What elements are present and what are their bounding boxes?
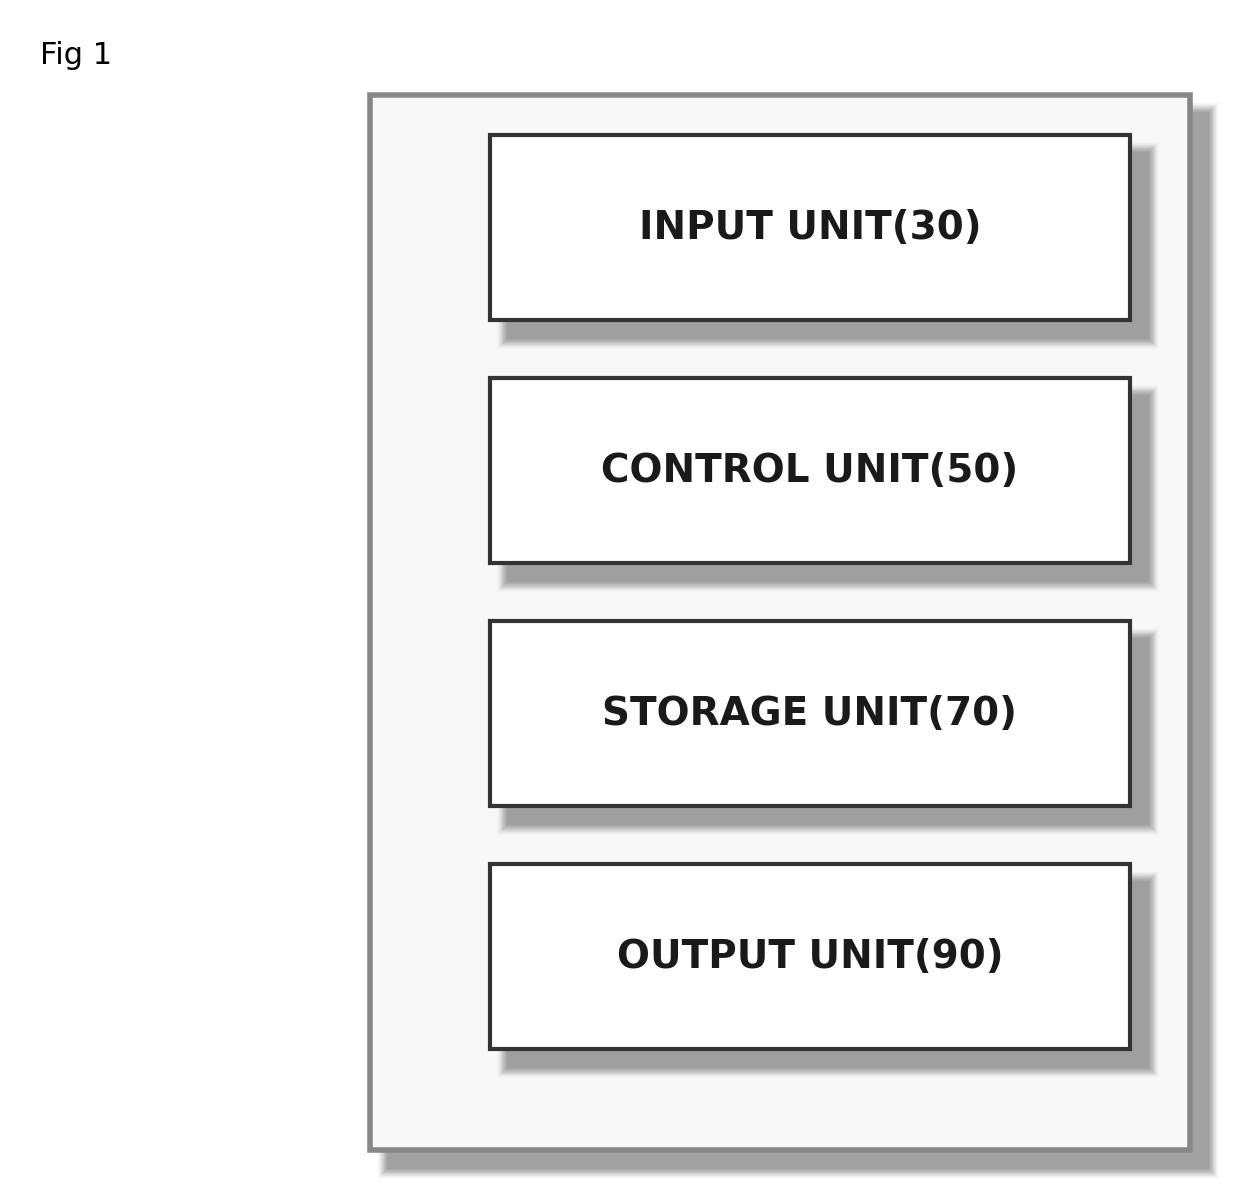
Bar bbox=[503, 392, 1152, 586]
Bar bbox=[381, 106, 1215, 1175]
Bar bbox=[378, 103, 1218, 1178]
Bar bbox=[505, 878, 1152, 1071]
Bar bbox=[490, 135, 1130, 320]
Bar bbox=[382, 108, 1214, 1173]
Bar bbox=[507, 638, 1149, 826]
Bar bbox=[505, 393, 1151, 584]
Bar bbox=[507, 638, 1148, 825]
Bar bbox=[497, 627, 1159, 835]
Bar bbox=[498, 630, 1158, 834]
Bar bbox=[501, 388, 1156, 588]
Bar bbox=[387, 111, 1209, 1170]
Bar bbox=[507, 152, 1149, 339]
Bar bbox=[498, 872, 1158, 1077]
Bar bbox=[496, 870, 1159, 1079]
Bar bbox=[386, 111, 1210, 1170]
Bar bbox=[502, 391, 1153, 587]
Bar bbox=[500, 875, 1156, 1074]
Bar bbox=[507, 882, 1148, 1067]
Bar bbox=[505, 149, 1152, 342]
Bar bbox=[383, 108, 1213, 1173]
Bar bbox=[498, 143, 1157, 347]
Bar bbox=[497, 629, 1158, 834]
Bar bbox=[500, 145, 1157, 347]
Bar bbox=[500, 387, 1157, 589]
Bar bbox=[507, 881, 1149, 1068]
Text: CONTROL UNIT(50): CONTROL UNIT(50) bbox=[601, 452, 1018, 490]
Bar bbox=[497, 386, 1158, 592]
Bar bbox=[505, 149, 1151, 342]
Bar bbox=[490, 621, 1130, 805]
Bar bbox=[500, 631, 1157, 833]
Bar bbox=[503, 877, 1152, 1072]
Bar bbox=[497, 871, 1158, 1078]
Bar bbox=[501, 390, 1154, 588]
Bar bbox=[506, 880, 1149, 1070]
Bar bbox=[503, 635, 1152, 828]
Bar bbox=[377, 102, 1219, 1179]
Bar bbox=[506, 151, 1151, 341]
Bar bbox=[497, 142, 1158, 349]
Bar bbox=[505, 636, 1151, 827]
Bar bbox=[500, 631, 1156, 832]
Text: STORAGE UNIT(70): STORAGE UNIT(70) bbox=[603, 694, 1018, 733]
Bar bbox=[506, 637, 1149, 826]
Bar bbox=[501, 632, 1154, 831]
Bar bbox=[500, 388, 1156, 589]
Bar bbox=[506, 394, 1149, 583]
Text: Fig 1: Fig 1 bbox=[40, 41, 112, 69]
Bar bbox=[502, 877, 1153, 1072]
Bar bbox=[501, 876, 1154, 1073]
Bar bbox=[496, 627, 1159, 835]
Bar bbox=[498, 872, 1157, 1077]
Bar bbox=[490, 378, 1130, 563]
Bar bbox=[496, 141, 1159, 350]
Bar bbox=[501, 632, 1156, 832]
Bar bbox=[505, 392, 1152, 584]
Bar bbox=[384, 109, 1211, 1172]
Bar bbox=[506, 151, 1149, 339]
Bar bbox=[384, 110, 1211, 1171]
Bar bbox=[498, 143, 1158, 348]
Bar bbox=[502, 390, 1154, 587]
Bar bbox=[501, 875, 1156, 1074]
Bar bbox=[502, 876, 1154, 1073]
Bar bbox=[490, 864, 1130, 1049]
Bar bbox=[387, 112, 1209, 1169]
Bar bbox=[496, 385, 1159, 593]
Bar bbox=[507, 396, 1148, 582]
Bar bbox=[500, 146, 1156, 345]
Bar bbox=[502, 633, 1154, 829]
Bar bbox=[383, 109, 1213, 1172]
Bar bbox=[379, 105, 1216, 1176]
Bar bbox=[506, 637, 1151, 827]
Bar bbox=[507, 394, 1149, 582]
Bar bbox=[498, 630, 1157, 833]
Bar bbox=[503, 148, 1152, 343]
Bar bbox=[377, 103, 1219, 1178]
Bar bbox=[505, 635, 1152, 828]
Text: OUTPUT UNIT(90): OUTPUT UNIT(90) bbox=[616, 938, 1003, 975]
Text: INPUT UNIT(30): INPUT UNIT(30) bbox=[639, 208, 981, 246]
Bar bbox=[501, 146, 1156, 345]
Bar bbox=[507, 152, 1148, 338]
Bar bbox=[506, 880, 1151, 1070]
Bar bbox=[379, 104, 1216, 1177]
Bar bbox=[497, 871, 1159, 1078]
Bar bbox=[502, 148, 1153, 343]
Bar bbox=[497, 385, 1159, 592]
Bar bbox=[502, 147, 1154, 344]
Bar bbox=[505, 878, 1151, 1071]
Bar bbox=[501, 147, 1154, 344]
Bar bbox=[500, 874, 1157, 1076]
Bar bbox=[506, 393, 1151, 583]
Bar bbox=[498, 386, 1158, 590]
Bar bbox=[498, 387, 1157, 590]
Bar bbox=[381, 105, 1215, 1176]
Bar bbox=[370, 94, 1190, 1150]
Bar bbox=[502, 633, 1153, 829]
Bar bbox=[497, 142, 1159, 349]
